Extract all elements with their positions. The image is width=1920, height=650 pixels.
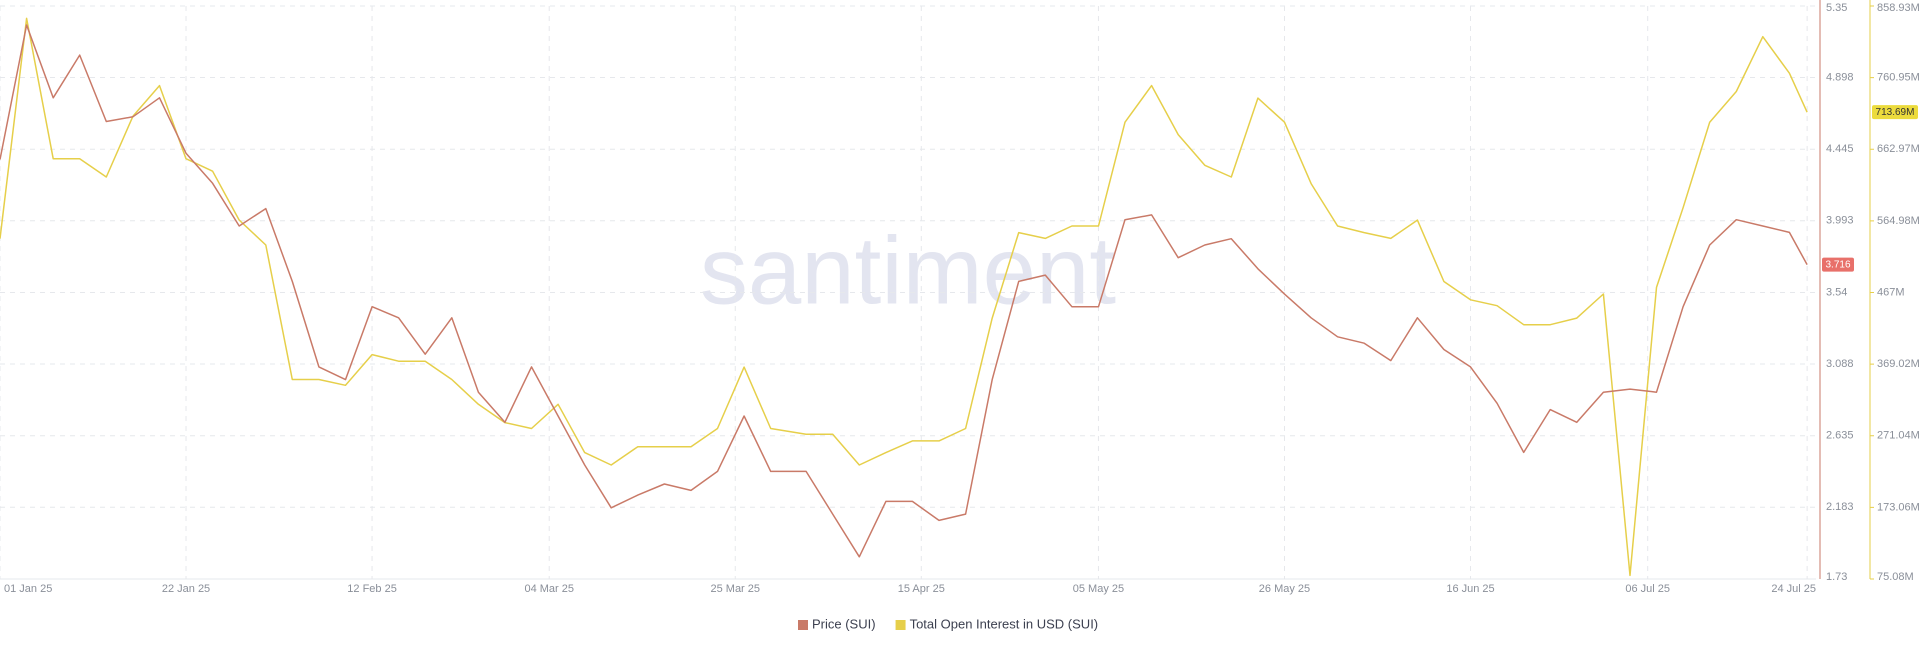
x-tick-label: 06 Jul 25 — [1625, 583, 1670, 595]
x-tick-label: 25 Mar 25 — [710, 583, 760, 595]
x-tick-label: 16 Jun 25 — [1446, 583, 1494, 595]
x-tick-label: 01 Jan 25 — [4, 583, 52, 595]
oi-badge — [1872, 105, 1918, 120]
price-badge — [1822, 257, 1854, 272]
watermark: santiment — [700, 217, 1116, 324]
y2-tick-label: 564.98M — [1877, 215, 1920, 227]
y2-tick-label: 271.04M — [1877, 430, 1920, 442]
series-line — [0, 17, 1808, 577]
price-badge-label: 3.716 — [1825, 259, 1850, 270]
y-tick-label: 1.73 — [1826, 571, 1847, 583]
y-tick-label: 2.183 — [1826, 501, 1854, 513]
y2-tick-label: 467M — [1877, 286, 1905, 298]
x-tick-label: 15 Apr 25 — [898, 583, 945, 595]
y-tick-label: 5.35 — [1826, 2, 1847, 14]
y-tick-label: 3.088 — [1826, 358, 1854, 370]
x-tick-label: 26 May 25 — [1259, 583, 1310, 595]
y-tick-label: 4.445 — [1826, 143, 1854, 155]
y2-tick-label: 662.97M — [1877, 143, 1920, 155]
y-tick-label: 4.898 — [1826, 71, 1854, 83]
oi-badge-label: 713.69M — [1876, 107, 1915, 118]
x-tick-label: 05 May 25 — [1073, 583, 1124, 595]
legend-label: Price (SUI) — [812, 616, 876, 631]
y2-tick-label: 369.02M — [1877, 358, 1920, 370]
x-tick-label: 24 Jul 25 — [1771, 583, 1816, 595]
y-tick-label: 3.54 — [1826, 286, 1847, 298]
legend-swatch — [798, 620, 808, 630]
series-line — [0, 24, 1808, 558]
y-tick-label: 2.635 — [1826, 430, 1854, 442]
legend-label: Total Open Interest in USD (SUI) — [910, 616, 1099, 631]
x-tick-label: 04 Mar 25 — [524, 583, 574, 595]
y2-tick-label: 760.95M — [1877, 72, 1920, 84]
y2-tick-label: 858.93M — [1877, 2, 1920, 14]
legend-swatch — [895, 620, 906, 630]
x-tick-label: 22 Jan 25 — [162, 583, 210, 595]
y-tick-label: 3.993 — [1826, 215, 1854, 227]
y2-tick-label: 75.08M — [1877, 571, 1914, 583]
x-tick-label: 12 Feb 25 — [347, 583, 397, 595]
y2-tick-label: 173.06M — [1877, 501, 1920, 513]
